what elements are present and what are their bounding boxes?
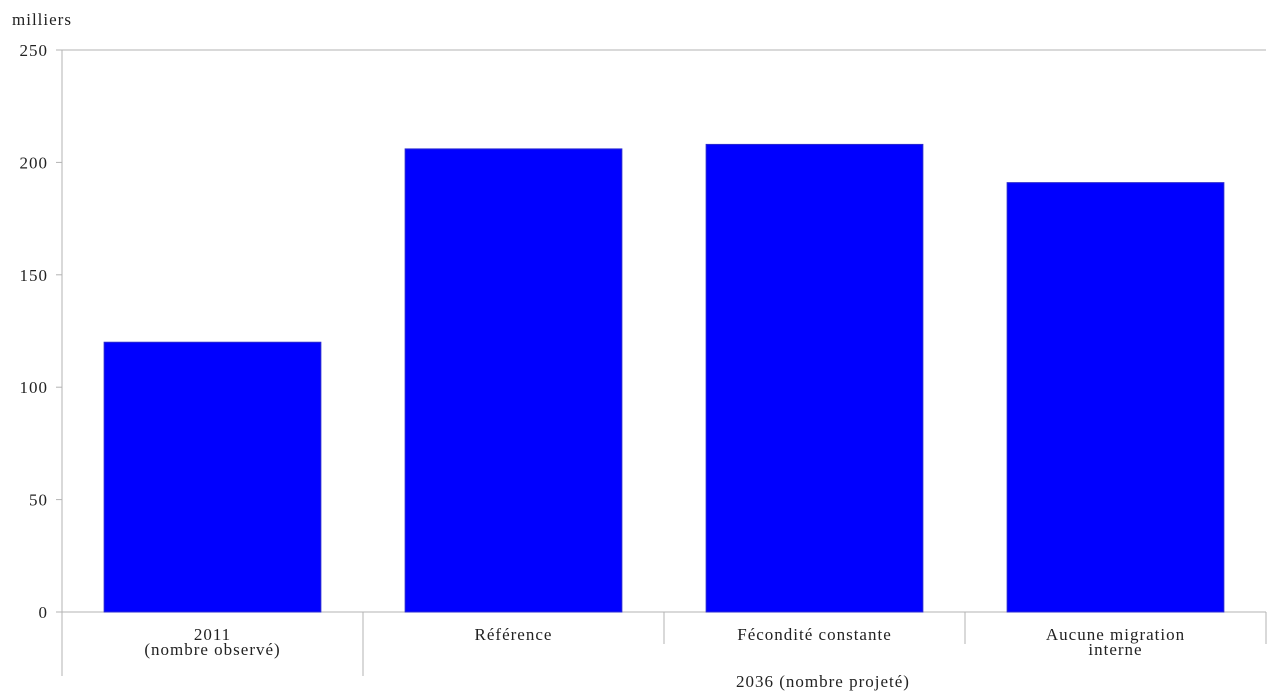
x-category-label-line: Fécondité constante bbox=[737, 625, 892, 644]
y-tick-label: 150 bbox=[20, 266, 49, 285]
y-tick-label: 0 bbox=[39, 603, 49, 622]
y-axis-ticks: 0 50 100 150 200 250 bbox=[20, 41, 62, 622]
bar bbox=[404, 148, 623, 613]
y-axis-unit-label: milliers bbox=[12, 10, 72, 29]
x-category-label-line: Aucune migration bbox=[1046, 625, 1185, 644]
x-category-label: 2011 (nombre observé) bbox=[144, 625, 280, 659]
y-tick-label: 200 bbox=[20, 153, 49, 172]
x-category-label-line: interne bbox=[1088, 640, 1142, 659]
x-group-label: 2036 (nombre projeté) bbox=[736, 672, 910, 691]
y-tick-label: 100 bbox=[20, 378, 49, 397]
bar bbox=[1006, 182, 1225, 613]
bar bbox=[103, 341, 322, 613]
x-category-label: Fécondité constante bbox=[737, 625, 892, 644]
bars bbox=[103, 143, 1225, 613]
x-category-label: Référence bbox=[475, 625, 553, 644]
x-category-label-line: Référence bbox=[475, 625, 553, 644]
x-axis-labels: 2011 (nombre observé) Référence Fécondité c… bbox=[144, 625, 1185, 659]
bar bbox=[705, 143, 924, 613]
y-tick-label: 50 bbox=[29, 491, 48, 510]
x-category-label-line: (nombre observé) bbox=[144, 640, 280, 659]
y-tick-label: 250 bbox=[20, 41, 49, 60]
x-category-label: Aucune migration interne bbox=[1046, 625, 1185, 659]
x-category-label-line: 2011 bbox=[194, 625, 231, 644]
